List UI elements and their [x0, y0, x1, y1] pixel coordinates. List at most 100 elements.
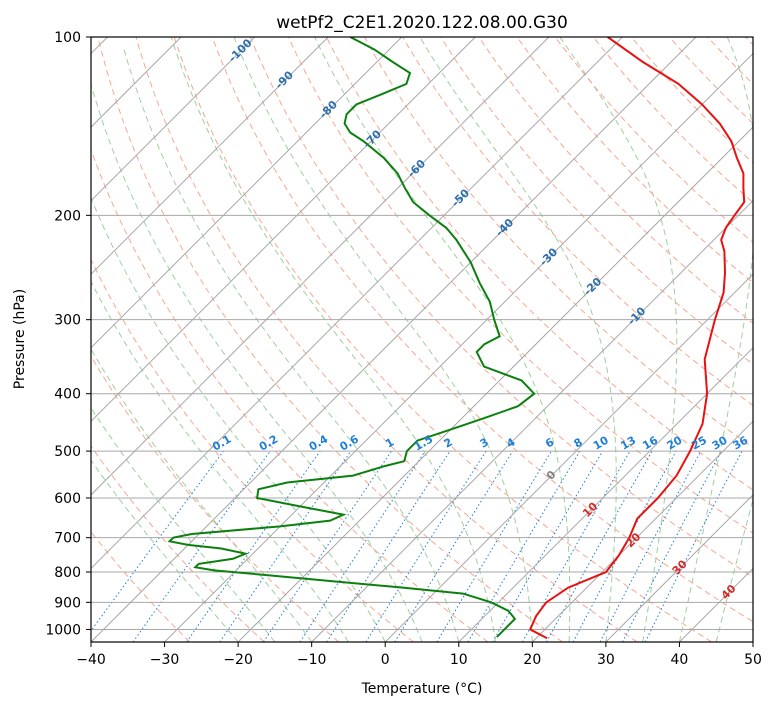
- mixing-ratio-line: [186, 450, 321, 642]
- x-tick-label: −10: [297, 652, 327, 668]
- mixing-ratio-line: [326, 450, 451, 642]
- moist-adiabat: [678, 37, 753, 642]
- isotherm-label: 40: [719, 582, 739, 602]
- isotherm: [91, 37, 329, 275]
- dry-adiabat: [91, 258, 414, 642]
- plot-area: -100-90-80-70-60-50-40-30-20-10010203040…: [91, 37, 753, 642]
- isotherm-label: 10: [580, 500, 600, 520]
- isotherm: [752, 641, 753, 642]
- dry-adiabat: [97, 37, 563, 642]
- dry-adiabat: [478, 37, 753, 324]
- mixing-ratio-label: 16: [640, 433, 660, 452]
- x-tick-label: 50: [744, 652, 762, 668]
- moist-adiabat: [170, 37, 497, 642]
- isotherm-label: -50: [449, 186, 472, 209]
- y-tick-label: 800: [54, 565, 81, 581]
- dry-adiabat: [707, 37, 753, 85]
- mixing-ratio-label: 0.4: [307, 432, 331, 453]
- y-tick-label: 300: [54, 313, 81, 329]
- isotherm: [458, 347, 753, 642]
- x-tick-label: −30: [150, 652, 180, 668]
- moist-adiabat: [123, 49, 460, 642]
- isotherm: [531, 420, 753, 642]
- dry-adiabat: [91, 355, 340, 642]
- mixing-ratio-line: [219, 450, 352, 642]
- y-axis-ticks: 1000 900 800 700 600 500 400 300 200 100: [45, 30, 91, 638]
- moist-adiabat: [559, 37, 678, 642]
- mixing-ratio-label: 2: [442, 436, 455, 451]
- isotherm-label: -90: [273, 68, 296, 91]
- plot-frame: [90, 36, 754, 643]
- isotherm: [91, 37, 256, 202]
- y-tick-label: 600: [54, 491, 81, 507]
- x-tick-label: 0: [381, 652, 390, 668]
- mixing-ratio-line: [599, 450, 702, 642]
- mixing-ratio-label: 10: [591, 433, 611, 452]
- y-tick-label: 400: [54, 387, 81, 403]
- x-axis-label: Temperature (°C): [361, 681, 483, 697]
- moist-adiabat: [91, 196, 386, 642]
- x-tick-label: −40: [76, 652, 106, 668]
- mixing-ratio-line: [436, 450, 552, 642]
- chart-title: wetPf2_C2E1.2020.122.08.00.G30: [276, 13, 568, 33]
- dry-adiabat: [326, 37, 753, 491]
- dry-adiabat: [630, 37, 753, 164]
- mixing-ratio-line: [394, 450, 514, 642]
- mixing-ratio-line: [467, 450, 581, 642]
- y-tick-label: 900: [54, 595, 81, 611]
- dewpoint-profile: [167, 37, 536, 638]
- mixing-ratio-label: 30: [710, 433, 730, 452]
- moist-adiabat: [91, 459, 239, 642]
- dry-adiabat: [554, 37, 753, 244]
- dry-adiabat: [135, 37, 638, 642]
- moist-adiabat: [91, 83, 423, 642]
- x-tick-label: −20: [223, 652, 253, 668]
- moist-adiabat: [233, 37, 533, 642]
- isotherm: [91, 37, 476, 423]
- y-tick-label: 500: [54, 444, 81, 460]
- mixing-ratio-line: [644, 450, 743, 642]
- y-tick-label: 1000: [45, 622, 81, 638]
- dry-adiabat: [173, 37, 713, 642]
- y-tick-label: 200: [54, 208, 81, 224]
- isotherm-label: -70: [361, 127, 384, 150]
- x-tick-label: 40: [671, 652, 689, 668]
- background-lines: [91, 37, 753, 642]
- mixing-ratio-line: [365, 450, 487, 642]
- mixing-ratio-label: 8: [572, 436, 585, 451]
- isotherm: [679, 567, 753, 642]
- mixing-ratio-label: 36: [730, 433, 750, 452]
- moist-adiabat: [91, 348, 313, 642]
- mixing-ratio-label: 20: [665, 433, 685, 452]
- dry-adiabat: [91, 531, 191, 642]
- x-tick-label: 20: [523, 652, 541, 668]
- isotherm: [91, 37, 697, 642]
- dry-adiabat: [402, 37, 753, 407]
- dry-adiabat: [592, 37, 753, 204]
- x-tick-label: 30: [597, 652, 615, 668]
- mixing-ratio-label: 3: [478, 436, 491, 451]
- y-tick-label: 700: [54, 531, 81, 547]
- mixing-ratio-line: [572, 450, 677, 642]
- moist-adiabat: [419, 37, 617, 642]
- isotherm: [91, 37, 623, 570]
- background-labels: -100-90-80-70-60-50-40-30-20-10010203040…: [210, 37, 750, 602]
- dry-adiabat: [287, 37, 753, 534]
- dry-adiabat: [440, 37, 753, 365]
- y-axis-label: Pressure (hPa): [12, 289, 28, 389]
- isotherm: [311, 199, 753, 642]
- temperature-profile: [528, 37, 746, 640]
- isotherm: [91, 37, 403, 349]
- dry-adiabat: [91, 148, 489, 642]
- dry-adiabat: [91, 445, 265, 642]
- dry-adiabat: [745, 37, 753, 46]
- moist-adiabat: [314, 37, 571, 642]
- dry-adiabat: [211, 37, 753, 623]
- mixing-ratio-label: 13: [618, 434, 638, 453]
- isotherm: [164, 52, 753, 642]
- y-tick-label: 100: [54, 30, 81, 46]
- mixing-ratio-label: 0.1: [210, 433, 233, 454]
- mixing-ratio-label: 25: [689, 434, 709, 453]
- mixing-ratio-label: 1: [383, 436, 396, 451]
